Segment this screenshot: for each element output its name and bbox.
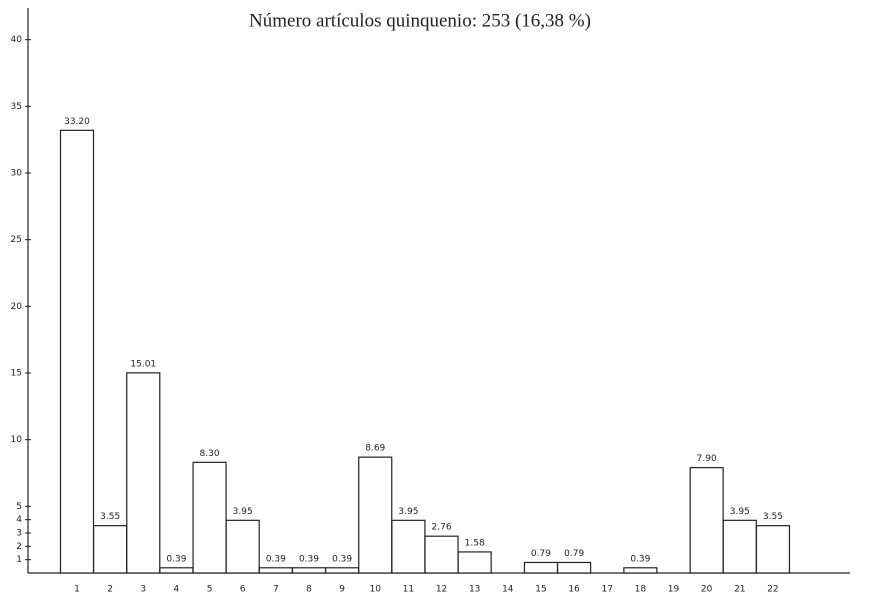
x-tick-label: 9 [339,585,345,595]
value-label: 33.20 [64,117,90,127]
y-tick-label: 40 [11,35,23,45]
x-tick-label: 8 [306,585,312,595]
x-tick-label: 15 [535,585,546,595]
y-tick-label: 25 [11,235,22,245]
x-tick-label: 16 [568,585,580,595]
x-tick-label: 3 [140,585,146,595]
value-label: 0.79 [531,549,551,559]
value-label: 1.58 [465,538,485,548]
x-tick-label: 14 [502,585,514,595]
x-tick-label: 4 [174,585,180,595]
x-tick-label: 6 [240,585,246,595]
x-tick-label: 12 [436,585,447,595]
x-tick-label: 2 [107,585,113,595]
x-tick-label: 18 [635,585,647,595]
value-label: 8.69 [365,444,385,454]
bar [689,467,724,574]
bar [126,372,161,574]
x-tick-label: 20 [701,585,713,595]
x-tick-label: 17 [602,585,613,595]
x-tick-label: 11 [403,585,414,595]
bar [623,567,658,574]
bar [358,456,393,574]
bar [556,561,592,574]
y-tick-label: 35 [11,102,22,112]
value-label: 2.76 [432,523,452,533]
value-label: 15.01 [130,359,156,369]
value-label: 0.39 [630,554,650,564]
y-tick-label: 10 [11,435,23,445]
y-tick-label: 3 [16,529,22,539]
y-tick-label: 20 [11,302,23,312]
bar [755,525,791,574]
x-tick-label: 7 [273,585,279,595]
bar [523,561,559,574]
y-tick-label: 1 [16,555,22,565]
x-tick-label: 1 [74,585,80,595]
bar [93,525,128,574]
value-label: 3.55 [763,512,783,522]
y-tick-label: 5 [16,502,22,512]
value-label: 0.39 [299,554,319,564]
x-tick-label: 19 [668,585,680,595]
bar [722,519,757,574]
bar [225,519,260,574]
value-label: 3.95 [233,507,253,517]
x-tick-label: 10 [370,585,382,595]
x-tick-label: 13 [469,585,480,595]
value-label: 0.39 [332,554,352,564]
bar [325,567,360,574]
value-label: 3.95 [398,507,418,517]
value-label: 0.39 [166,554,186,564]
x-tick-label: 22 [767,585,778,595]
y-tick-label: 2 [16,542,22,552]
value-label: 0.79 [564,549,584,559]
value-label: 7.90 [697,454,717,464]
bar [291,567,327,574]
bar [457,551,492,574]
bar [258,567,293,574]
value-label: 8.30 [200,449,220,459]
y-tick-label: 4 [16,515,22,525]
y-tick-label: 30 [11,169,23,179]
chart-title: Número artículos quinquenio: 253 (16,38 … [249,10,591,31]
value-label: 3.95 [730,507,750,517]
value-label: 3.55 [100,512,120,522]
bar [192,461,227,574]
bar [59,129,95,574]
bar [391,519,426,574]
y-tick-label: 15 [11,369,22,379]
x-tick-label: 5 [207,585,213,595]
value-label: 0.39 [266,554,286,564]
bar [159,567,194,574]
bar [424,535,459,574]
x-tick-label: 21 [734,585,745,595]
